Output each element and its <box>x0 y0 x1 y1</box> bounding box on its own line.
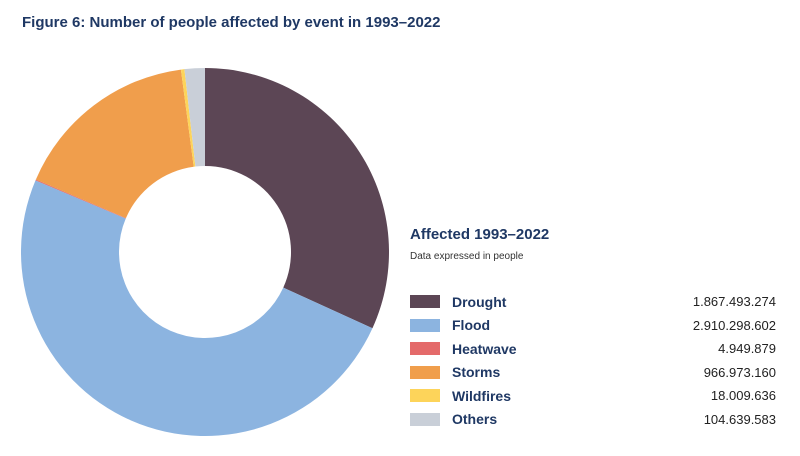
legend-swatch <box>410 365 440 379</box>
legend-list: Drought 1.867.493.274 Flood 2.910.298.60… <box>410 290 780 431</box>
slice-drought <box>205 68 389 329</box>
slice-flood <box>21 180 373 436</box>
legend-swatch <box>410 342 440 356</box>
legend-value: 2.910.298.602 <box>692 317 776 333</box>
legend-value: 18.009.636 <box>710 388 776 404</box>
legend-item-wildfires: Wildfires 18.009.636 <box>410 384 780 408</box>
legend-subtitle: Data expressed in people <box>410 251 524 262</box>
legend-swatch <box>410 412 440 426</box>
legend-value: 4.949.879 <box>718 341 776 357</box>
legend-item-storms: Storms 966.973.160 <box>410 361 780 385</box>
legend-label: Storms <box>452 364 501 381</box>
figure-title: Figure 6: Number of people affected by e… <box>22 14 441 31</box>
legend-item-drought: Drought 1.867.493.274 <box>410 290 780 314</box>
slice-others <box>184 68 205 167</box>
legend-label: Flood <box>452 317 491 334</box>
legend-value: 104.639.583 <box>703 411 776 427</box>
donut-chart <box>21 68 389 436</box>
legend: Affected 1993–2022 Data expressed in peo… <box>410 226 780 431</box>
legend-label: Heatwave <box>452 340 517 357</box>
legend-swatch <box>410 295 440 309</box>
slice-wildfires <box>180 69 196 167</box>
legend-value: 966.973.160 <box>703 364 776 380</box>
slice-storms <box>35 69 194 219</box>
legend-swatch <box>410 318 440 332</box>
legend-title: Affected 1993–2022 <box>410 226 550 243</box>
legend-item-flood: Flood 2.910.298.602 <box>410 314 780 338</box>
legend-item-heatwave: Heatwave 4.949.879 <box>410 337 780 361</box>
legend-label: Others <box>452 411 498 428</box>
legend-value: 1.867.493.274 <box>692 294 776 310</box>
legend-item-others: Others 104.639.583 <box>410 408 780 432</box>
legend-swatch <box>410 389 440 403</box>
legend-label: Drought <box>452 293 507 310</box>
slice-heatwave <box>35 179 126 219</box>
legend-label: Wildfires <box>452 387 511 404</box>
